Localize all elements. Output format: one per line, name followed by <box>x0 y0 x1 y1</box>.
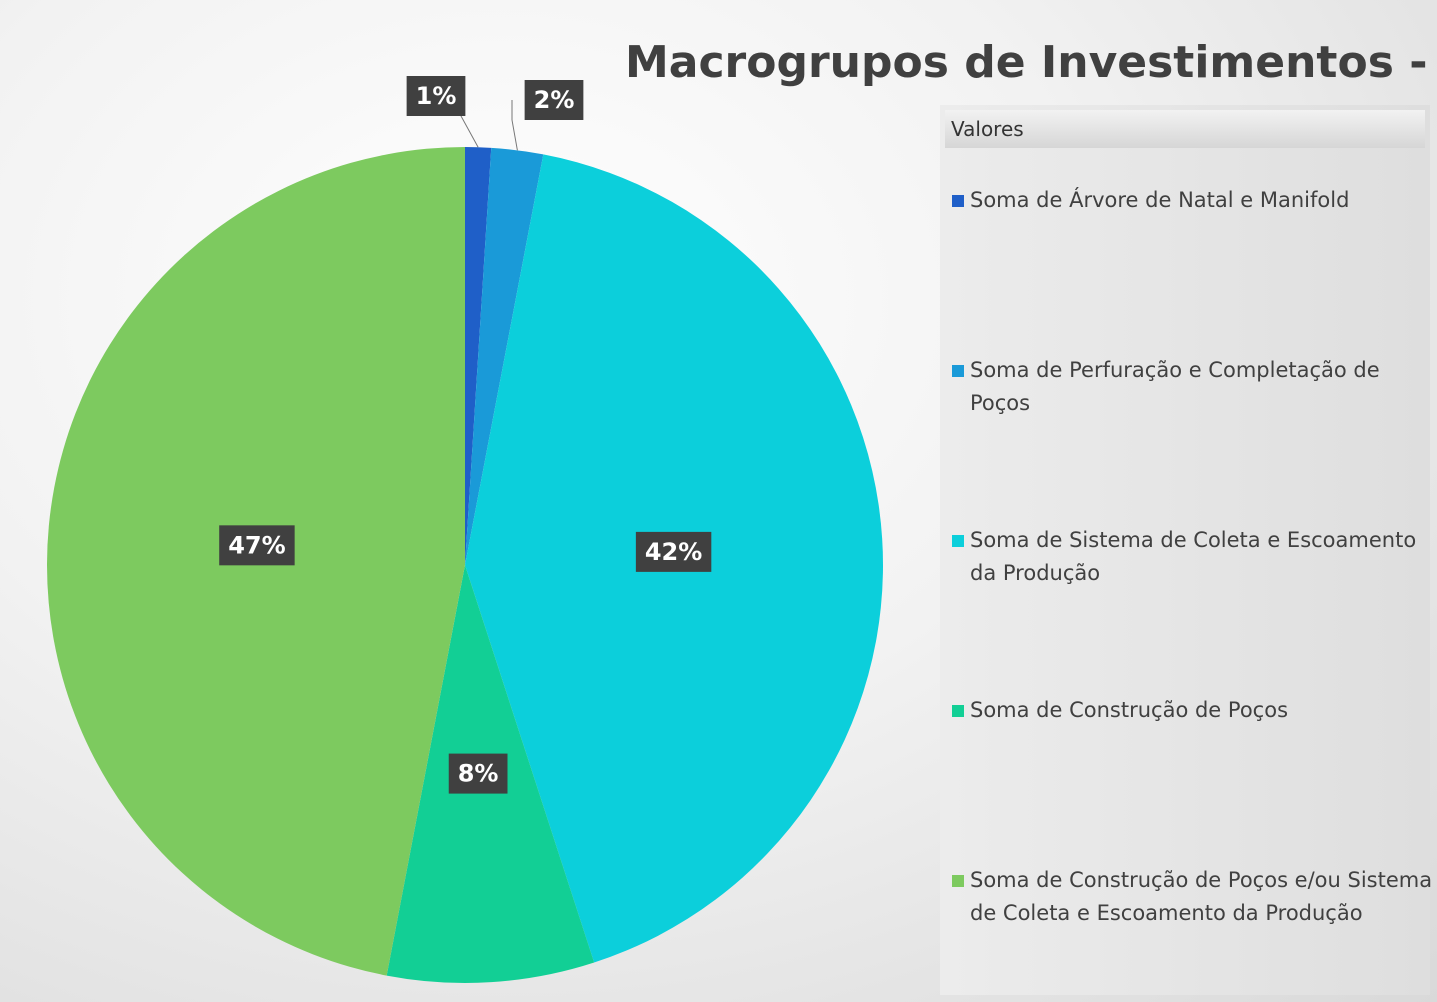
legend-entry: Soma de Construção de Poços <box>952 694 1437 727</box>
legend-label: Soma de Perfuração e Completação de Poço… <box>970 358 1380 415</box>
data-label: 8% <box>448 753 508 794</box>
data-label-text: 42% <box>645 538 702 566</box>
data-label: 1% <box>406 76 466 116</box>
data-label: 2% <box>524 80 584 120</box>
legend-swatch <box>952 195 964 207</box>
data-label-box <box>635 531 712 572</box>
legend-entry: Soma de Construção de Poços e/ou Sistema… <box>952 864 1437 930</box>
legend-swatch <box>952 875 964 887</box>
legend-label: Soma de Construção de Poços <box>970 698 1289 722</box>
data-label-box <box>524 80 584 120</box>
legend-swatch <box>952 705 964 717</box>
pie-slice <box>465 147 544 565</box>
chart-title: Macrogrupos de Investimentos - TAC <box>625 37 1437 88</box>
leader-line <box>511 100 518 151</box>
data-label-box <box>406 76 466 116</box>
data-label: 47% <box>219 525 295 566</box>
legend-entry: Soma de Árvore de Natal e Manifold <box>952 184 1437 217</box>
legend-label: Soma de Sistema de Coleta e Escoamento d… <box>970 528 1417 585</box>
legend-entry: Soma de Sistema de Coleta e Escoamento d… <box>952 524 1437 590</box>
data-label-box <box>448 753 508 794</box>
legend-entry: Soma de Perfuração e Completação de Poço… <box>952 354 1437 420</box>
data-label-text: 8% <box>458 760 499 788</box>
data-label-text: 47% <box>228 531 285 559</box>
legend-swatch <box>952 535 964 547</box>
legend-swatch <box>952 365 964 377</box>
data-label: 42% <box>635 531 712 572</box>
data-label-text: 1% <box>416 82 457 110</box>
legend-label: Soma de Árvore de Natal e Manifold <box>970 188 1350 212</box>
legend: Valores Soma de Árvore de Natal e Manifo… <box>940 105 1432 995</box>
legend-title: Valores <box>945 110 1425 148</box>
pie-slice <box>465 147 492 565</box>
legend-label: Soma de Construção de Poços e/ou Sistema… <box>970 868 1433 925</box>
data-label-box <box>219 525 295 566</box>
data-label-text: 2% <box>534 86 575 114</box>
